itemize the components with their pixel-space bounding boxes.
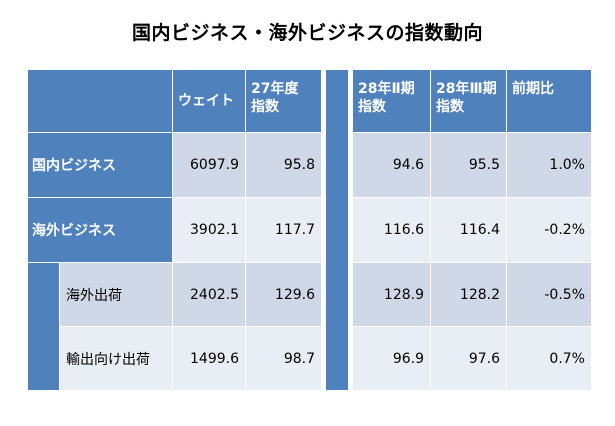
cell-q2: 128.9 [353, 263, 430, 326]
row-label-overseas-shipment: 海外出荷 [60, 263, 172, 326]
header-corner [28, 70, 172, 132]
cell-q2: 116.6 [353, 198, 430, 262]
header-q3: 28年Ⅲ期 指数 [431, 70, 506, 132]
header-weight: ウェイト [173, 70, 245, 132]
cell-weight: 3902.1 [173, 198, 245, 262]
cell-fy27: 95.8 [246, 133, 321, 197]
cell-q2: 96.9 [353, 327, 430, 390]
cell-fy27: 98.7 [246, 327, 321, 390]
cell-qoq: -0.2% [507, 198, 591, 262]
cell-fy27: 129.6 [246, 263, 321, 326]
cell-q3: 97.6 [431, 327, 506, 390]
cell-q3: 95.5 [431, 133, 506, 197]
row-label-overseas: 海外ビジネス [28, 198, 172, 262]
row-label-export-shipment: 輸出向け出荷 [60, 327, 172, 390]
header-fy27: 27年度 指数 [246, 70, 321, 132]
gap-separator-white [322, 70, 326, 390]
row-label-domestic: 国内ビジネス [28, 133, 172, 197]
header-q2: 28年Ⅱ期 指数 [353, 70, 430, 132]
cell-weight: 6097.9 [173, 133, 245, 197]
sub-row-indent-bar [28, 263, 59, 390]
cell-weight: 2402.5 [173, 263, 245, 326]
cell-q2: 94.6 [353, 133, 430, 197]
cell-weight: 1499.6 [173, 327, 245, 390]
cell-q3: 128.2 [431, 263, 506, 326]
page-title: 国内ビジネス・海外ビジネスの指数動向 [131, 22, 483, 44]
gap-separator [326, 70, 348, 390]
cell-q3: 116.4 [431, 198, 506, 262]
cell-fy27: 117.7 [246, 198, 321, 262]
cell-qoq: 1.0% [507, 133, 591, 197]
header-qoq: 前期比 [507, 70, 591, 132]
cell-qoq: 0.7% [507, 327, 591, 390]
cell-qoq: -0.5% [507, 263, 591, 326]
gap-separator-white-right [348, 70, 353, 390]
